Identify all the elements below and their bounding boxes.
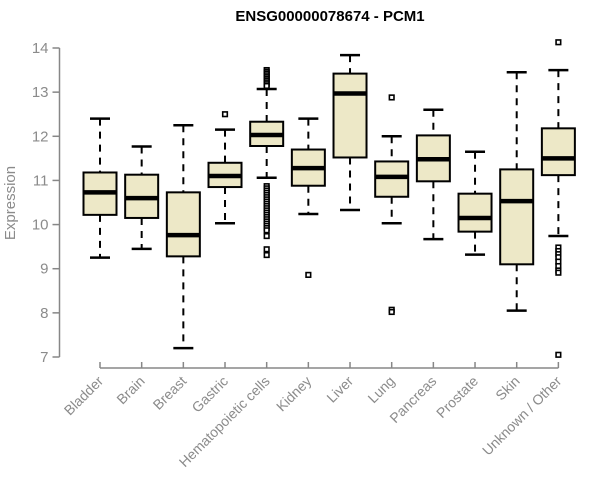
box-group-skin [499, 71, 535, 312]
y-tick-label: 11 [33, 172, 49, 189]
box-group-lung [374, 94, 410, 316]
outlier-point [263, 251, 270, 259]
x-tick-label: Prostate [433, 373, 481, 421]
outlier-point [221, 111, 229, 118]
iqr-box [165, 191, 201, 258]
outlier-point [263, 227, 270, 234]
box-group-prostate [457, 150, 493, 256]
y-tick-label: 7 [40, 349, 48, 366]
x-tick-label: Lung [364, 373, 397, 406]
y-tick-label: 13 [32, 84, 49, 101]
outlier-point [555, 269, 562, 276]
chart-title: ENSG00000078674 - PCM1 [235, 8, 424, 25]
box-group-gastric [207, 111, 243, 225]
outlier-point [263, 82, 270, 90]
box-group-liver [332, 53, 368, 212]
box-group-hematopoietic-cells [249, 66, 285, 259]
iqr-box [540, 127, 576, 177]
x-tick-label: Liver [323, 373, 356, 406]
x-tick-label: Unknown / Other [479, 373, 565, 459]
y-tick-label: 12 [32, 128, 49, 145]
x-tick-label: Kidney [273, 373, 315, 415]
y-tick-label: 14 [32, 40, 49, 57]
outlier-point [555, 351, 562, 358]
y-tick-label: 10 [32, 217, 49, 234]
box-group-pancreas [415, 108, 451, 241]
y-tick-label: 9 [40, 261, 48, 278]
iqr-box [499, 168, 535, 266]
outlier-point [263, 232, 270, 240]
box-group-breast [165, 124, 201, 350]
iqr-box [332, 72, 368, 159]
box-group-bladder [82, 117, 118, 259]
x-tick-label: Bladder [61, 373, 107, 419]
boxplot-series [82, 39, 576, 358]
box-group-brain [124, 145, 160, 251]
x-tick-label: Brain [113, 373, 147, 407]
outlier-point [305, 271, 312, 278]
outlier-point [388, 94, 395, 101]
outlier-point [555, 39, 562, 46]
box-group-unknown-other [540, 39, 576, 358]
x-tick-label: Skin [492, 373, 523, 404]
y-tick-label: 8 [40, 305, 48, 322]
iqr-box [457, 192, 493, 233]
x-tick-label: Breast [150, 373, 190, 413]
outlier-point [388, 308, 395, 316]
y-axis-label: Expression [2, 166, 19, 240]
box-group-kidney [290, 117, 326, 278]
outlier-point [263, 246, 270, 253]
